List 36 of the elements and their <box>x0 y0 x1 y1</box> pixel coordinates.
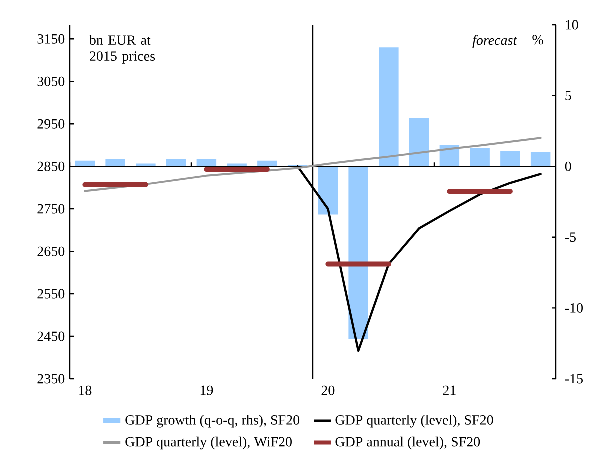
legend-label: GDP growth (q-o-q, rhs), SF20 <box>126 415 300 428</box>
y2-tick-label: 10 <box>566 20 578 30</box>
annotation: bn EUR at 2015 prices <box>89 35 156 64</box>
x-tick-label: 19 <box>200 386 214 396</box>
y-tick-label: 2350 <box>38 374 65 384</box>
y-tick-label: 2950 <box>38 119 65 129</box>
y-tick-label: 2850 <box>38 162 65 172</box>
y-tick-label: 3050 <box>38 76 65 86</box>
legend-label: GDP quarterly (level), WiF20 <box>126 436 292 450</box>
bar <box>500 151 520 167</box>
annotation: forecast <box>472 35 518 48</box>
y-tick-label: 2550 <box>38 289 65 299</box>
legend-label: GDP annual (level), SF20 <box>336 436 480 450</box>
y-tick-label: 2750 <box>38 204 65 214</box>
y2-axis-title: % <box>532 35 544 45</box>
legend-label: GDP quarterly (level), SF20 <box>336 415 494 428</box>
y2-tick-label: -10 <box>565 303 583 313</box>
y-tick-label: 2650 <box>38 246 65 256</box>
y2-tick-label: -5 <box>565 232 576 242</box>
bar <box>106 160 126 167</box>
bar <box>196 160 217 167</box>
y-tick-label: 2450 <box>38 332 65 342</box>
bar <box>348 166 368 340</box>
bar <box>470 148 490 167</box>
y2-tick-label: 0 <box>565 162 572 172</box>
x-tick-label: 18 <box>79 386 92 396</box>
bar <box>318 166 338 215</box>
bar <box>530 152 551 167</box>
y2-tick-label: 5 <box>566 91 572 100</box>
bar <box>409 118 430 167</box>
x-tick-label: 20 <box>322 386 335 396</box>
y-tick-label: 3150 <box>38 34 65 44</box>
y2-tick-label: -15 <box>565 374 583 384</box>
bar <box>166 160 186 167</box>
x-tick-label: 21 <box>443 386 456 396</box>
bar <box>379 48 399 167</box>
